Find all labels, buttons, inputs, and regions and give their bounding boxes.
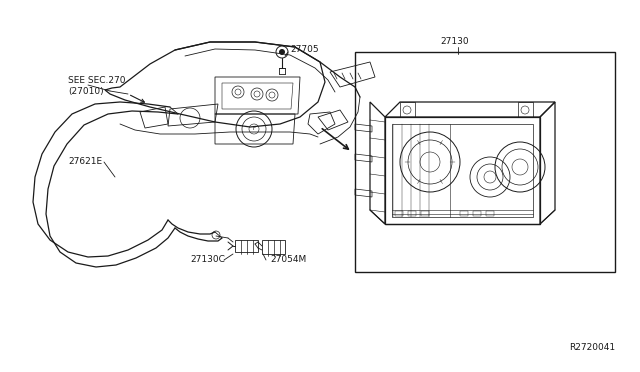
Text: F: F <box>252 126 255 131</box>
Text: (27010): (27010) <box>68 87 104 96</box>
Bar <box>395 211 403 216</box>
Circle shape <box>279 49 285 55</box>
Bar <box>473 211 481 216</box>
Text: 27054M: 27054M <box>270 256 307 264</box>
Text: 27705: 27705 <box>290 45 319 55</box>
Text: 27130C: 27130C <box>190 256 225 264</box>
Bar <box>460 211 468 216</box>
Bar <box>355 52 615 272</box>
Text: R2720041: R2720041 <box>569 343 615 352</box>
Text: 27130: 27130 <box>440 38 468 46</box>
Bar <box>408 211 416 216</box>
Text: SEE SEC.270: SEE SEC.270 <box>68 76 125 85</box>
Bar <box>486 211 494 216</box>
Bar <box>421 211 429 216</box>
Text: 27621E: 27621E <box>68 157 102 167</box>
